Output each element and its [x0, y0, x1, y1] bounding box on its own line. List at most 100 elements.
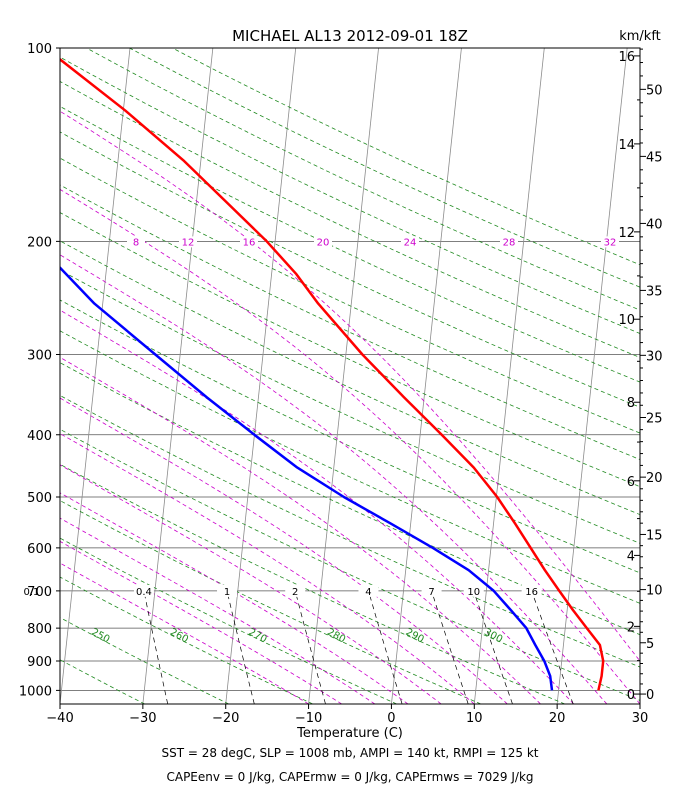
sounding-profiles: [60, 57, 605, 691]
dry-adiabat-400: [60, 131, 640, 408]
dry-adiabat-250: [60, 617, 229, 704]
pressure-tick-label: 900: [27, 655, 52, 670]
mixing-ratio-label: 2: [292, 587, 298, 598]
isotherm--10: [308, 48, 379, 704]
pressure-tick-label: 600: [27, 542, 52, 557]
moist-adiabat-label-bg-16: [240, 236, 258, 248]
pressure-tick-label: 700: [27, 585, 52, 600]
mixing-ratio-1: [226, 590, 255, 704]
isotherm-30: [639, 700, 640, 704]
moist-adiabat-label-bg-24: [401, 236, 419, 248]
moist-adiabat-label-bg-28: [500, 236, 518, 248]
moist-adiabat-label: 16: [243, 237, 256, 248]
isotherm--20: [225, 48, 297, 704]
dewpoint-profile: [60, 265, 554, 691]
km-tick-label: 10: [618, 313, 635, 328]
moist-adiabat-22: [60, 309, 574, 704]
dry-adiabat-340: [60, 299, 640, 574]
x-tick-label: −30: [129, 711, 156, 726]
temperature-profile: [60, 57, 605, 691]
x-axis-label: Temperature (C): [296, 726, 403, 741]
kft-tick-label: 50: [646, 83, 663, 98]
pressure-tick-label: 1000: [19, 684, 52, 699]
dry-adiabat-430: [60, 56, 640, 335]
mixing-ratio-label: 7: [428, 587, 434, 598]
moist-adiabat--6: [60, 540, 342, 704]
km-tick-label: 14: [618, 138, 635, 153]
kft-tick-label: 10: [646, 584, 663, 599]
moist-adiabat-10: [60, 433, 475, 704]
dry-adiabat-260: [60, 576, 313, 704]
pressure-tick-label: 400: [27, 429, 52, 444]
isotherm-20: [556, 48, 628, 704]
mixing-ratio-label-bg-1: [217, 584, 238, 597]
isotherm-0: [391, 48, 462, 704]
isotherm-10: [473, 48, 545, 704]
pressure-tick-label: 500: [27, 491, 52, 506]
km-tick-label: 6: [627, 475, 635, 490]
dry-adiabat-330: [60, 330, 640, 604]
moist-adiabat-label: 28: [503, 237, 516, 248]
mixing-ratio-label: 16: [525, 587, 538, 598]
dry-adiabat-240: [60, 659, 145, 704]
moist-adiabat-30: [60, 188, 640, 704]
dry-adiabat-360: [60, 240, 640, 516]
dry-adiabat-420: [60, 81, 640, 358]
pressure-tick-label: 800: [27, 622, 52, 637]
x-tick-label: −40: [46, 711, 73, 726]
moist-adiabat-label: 24: [404, 237, 417, 248]
kft-tick-label: 0: [646, 688, 654, 703]
dry-adiabat-410: [60, 105, 640, 383]
mixing-ratio-0.4: [143, 590, 169, 704]
moist-adiabat-18: [60, 356, 541, 704]
km-tick-label: 2: [627, 620, 635, 635]
moist-adiabat-label-bg-20: [314, 236, 332, 248]
mixing-ratio-4: [368, 590, 403, 704]
isotherm--50: [0, 48, 47, 704]
moist-adiabat-26: [60, 254, 608, 704]
mixing-ratio-label-bg-4: [358, 584, 379, 597]
moist-adiabat-label: 20: [317, 237, 330, 248]
axes: −40 −30 −20 −10 0 10 20 30100090080070060050040…: [19, 42, 663, 726]
moist-adiabat-6: [60, 464, 442, 704]
km-tick-label: 16: [618, 50, 635, 65]
dry-adiabat-270: [60, 537, 397, 704]
mixing-ratio-10: [473, 590, 513, 704]
moist-adiabat-34: [60, 110, 640, 662]
km-tick-label: 12: [618, 226, 635, 241]
kft-tick-label: 15: [646, 528, 663, 543]
kft-tick-label: 40: [646, 217, 663, 232]
moist-adiabat-2: [60, 492, 409, 704]
dry-adiabat-280: [60, 500, 481, 704]
moist-adiabat-label-bg-8: [127, 236, 145, 248]
plot-frame: [59, 47, 641, 705]
isotherm--30: [142, 48, 214, 704]
dry-adiabat-230: [60, 703, 61, 704]
background-grid: [0, 48, 640, 704]
moist-adiabat-label-bg-12: [179, 236, 197, 248]
x-tick-label: −10: [295, 711, 322, 726]
moist-adiabat--2: [60, 517, 376, 704]
moist-adiabat-label: 12: [182, 237, 195, 248]
mixing-ratio-label: 10: [467, 587, 480, 598]
kft-tick-label: 20: [646, 471, 663, 486]
height-axis-label: km/kft: [619, 29, 661, 44]
mixing-ratio-label-bg-16: [521, 584, 542, 597]
kft-tick-label: 35: [646, 284, 663, 299]
isotherm--40: [60, 48, 131, 704]
kft-tick-label: 25: [646, 412, 663, 427]
x-tick-label: 10: [466, 711, 483, 726]
moist-adiabat-label: 32: [604, 237, 617, 248]
pressure-tick-label: 300: [27, 348, 52, 363]
dry-adiabat-320: [60, 362, 640, 636]
x-tick-label: 20: [549, 711, 566, 726]
moist-adiabat-label: 8: [133, 237, 139, 248]
caption-line-1: SST = 28 degC, SLP = 1008 mb, AMPI = 140…: [161, 746, 538, 760]
mixing-ratio-7: [431, 590, 469, 704]
km-tick-label: 4: [627, 549, 635, 564]
mixing-ratio-label-bg-2: [285, 584, 306, 597]
mixing-ratio-label: 1: [224, 587, 230, 598]
mixing-ratio-label: 4: [365, 587, 371, 598]
caption-line-2: CAPEenv = 0 J/kg, CAPErmw = 0 J/kg, CAPE…: [166, 770, 533, 784]
dry-adiabat-290: [60, 463, 565, 704]
